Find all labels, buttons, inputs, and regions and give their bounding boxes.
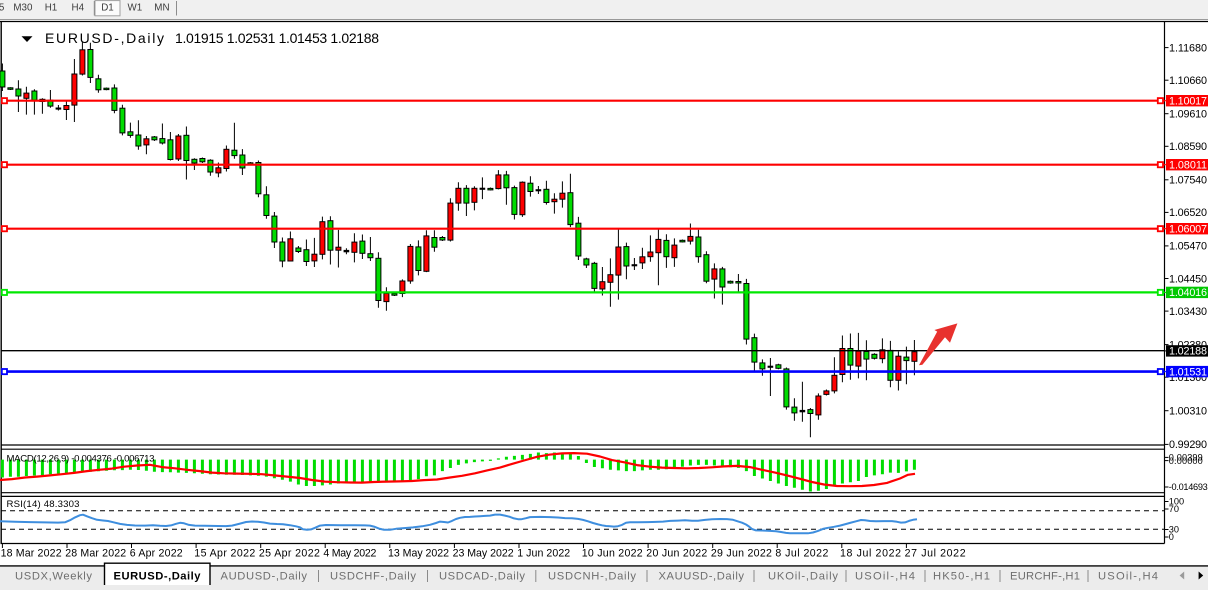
svg-text:1.08590: 1.08590 [1169,141,1207,153]
svg-text:100: 100 [1169,497,1184,507]
svg-text:1.10660: 1.10660 [1169,75,1207,87]
svg-text:-0.014693: -0.014693 [1169,482,1208,492]
svg-text:1.08011: 1.08011 [1169,160,1207,172]
svg-text:1.03430: 1.03430 [1169,306,1207,318]
svg-text:1.06007: 1.06007 [1169,224,1207,236]
svg-text:HK50-,H1: HK50-,H1 [933,571,990,583]
svg-text:MN: MN [154,2,169,13]
svg-text:0.00399: 0.00399 [1169,453,1203,463]
svg-text:USDCHF-,Daily: USDCHF-,Daily [330,571,416,583]
svg-text:EURUSD-,Daily: EURUSD-,Daily [45,30,164,46]
svg-text:D1: D1 [101,2,114,13]
svg-text:1.06520: 1.06520 [1169,207,1207,219]
svg-text:1.10017: 1.10017 [1169,96,1207,108]
svg-text:H4: H4 [72,2,85,13]
svg-text:6 Apr 2022: 6 Apr 2022 [130,547,183,559]
svg-text:8 Jul 2022: 8 Jul 2022 [775,547,828,559]
svg-text:1.11680: 1.11680 [1169,42,1207,54]
svg-text:4 May 2022: 4 May 2022 [323,547,376,559]
svg-text:EURCHF-,H1: EURCHF-,H1 [1010,571,1080,583]
svg-text:30: 30 [1169,525,1179,535]
svg-text:18 Jul 2022: 18 Jul 2022 [840,547,901,559]
svg-text:13 May 2022: 13 May 2022 [388,547,449,559]
svg-text:H1: H1 [45,2,58,13]
svg-text:1.01531: 1.01531 [1169,366,1207,378]
svg-text:1.04450: 1.04450 [1169,273,1207,285]
svg-text:W1: W1 [128,2,143,13]
svg-text:USDCAD-,Daily: USDCAD-,Daily [439,571,525,583]
svg-text:1.05470: 1.05470 [1169,241,1207,253]
svg-text:EURUSD-,Daily: EURUSD-,Daily [114,571,202,583]
svg-text:0.99290: 0.99290 [1169,439,1207,451]
svg-text:RSI(14) 48.3303: RSI(14) 48.3303 [7,499,80,510]
svg-text:USOil-,H4: USOil-,H4 [855,571,915,583]
svg-text:1.04016: 1.04016 [1169,287,1207,299]
svg-text:27 Jul 2022: 27 Jul 2022 [905,547,966,559]
svg-text:23 May 2022: 23 May 2022 [453,547,514,559]
svg-text:0: 0 [1169,532,1174,542]
svg-text:1.07540: 1.07540 [1169,175,1207,187]
svg-text:20 Jun 2022: 20 Jun 2022 [646,547,707,559]
svg-text:UKOil-,Daily: UKOil-,Daily [768,571,838,583]
svg-text:USOil-,H4: USOil-,H4 [1098,571,1158,583]
svg-text:1.09610: 1.09610 [1169,109,1207,121]
svg-text:70: 70 [1169,504,1179,514]
svg-text:1 Jun 2022: 1 Jun 2022 [517,547,570,559]
svg-text:XAUUSD-,Daily: XAUUSD-,Daily [659,571,745,583]
svg-text:1.01915 1.02531 1.01453 1.0218: 1.01915 1.02531 1.01453 1.02188 [175,30,379,46]
svg-text:MACD(12,26,9) -0.004376 -0.006: MACD(12,26,9) -0.004376 -0.006713 [7,453,155,464]
svg-text:1.00310: 1.00310 [1169,406,1207,418]
svg-text:5: 5 [0,2,5,13]
svg-text:0.00000: 0.00000 [1169,456,1203,466]
svg-text:10 Jun 2022: 10 Jun 2022 [582,547,643,559]
svg-text:USDX,Weekly: USDX,Weekly [15,571,92,583]
svg-text:USDCNH-,Daily: USDCNH-,Daily [548,571,636,583]
svg-text:1.02188: 1.02188 [1169,346,1207,358]
svg-text:29 Jun 2022: 29 Jun 2022 [711,547,772,559]
svg-text:AUDUSD-,Daily: AUDUSD-,Daily [221,571,308,583]
svg-text:28 Mar 2022: 28 Mar 2022 [65,547,126,559]
svg-text:18 Mar 2022: 18 Mar 2022 [1,547,62,559]
svg-text:M30: M30 [13,2,33,13]
svg-text:25 Apr 2022: 25 Apr 2022 [259,547,320,559]
svg-text:15 Apr 2022: 15 Apr 2022 [194,547,255,559]
